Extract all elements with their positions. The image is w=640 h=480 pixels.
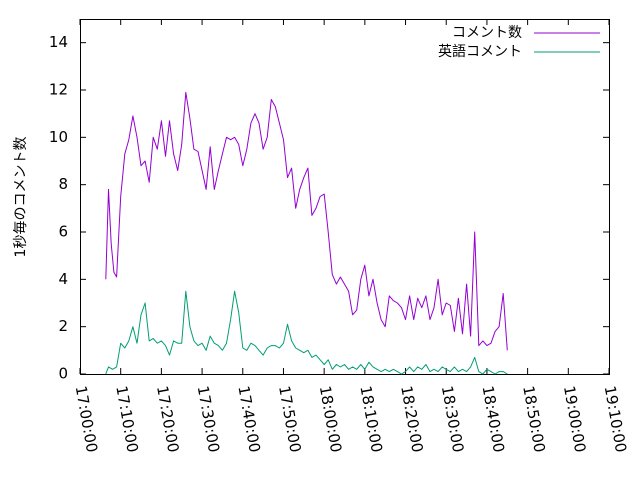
x-tick-label: 18:50:00 [519, 384, 548, 453]
x-tick-label: 17:20:00 [153, 384, 182, 453]
legend-label: 英語コメント [438, 43, 522, 60]
y-axis: 0 2 4 6 8 10 12 14 [49, 33, 609, 383]
x-tick-label: 19:00:00 [560, 384, 589, 453]
y-tick-label: 6 [58, 223, 68, 241]
x-tick-label: 18:30:00 [438, 384, 467, 453]
x-tick-label: 17:10:00 [112, 384, 141, 453]
x-tick-label: 19:10:00 [601, 384, 630, 453]
x-tick-label: 18:20:00 [397, 384, 426, 453]
y-tick-label: 4 [58, 270, 68, 288]
x-axis: 17:00:00 17:10:00 17:20:00 17:30:00 17:40:00… [72, 19, 630, 454]
y-tick-label: 14 [49, 33, 68, 51]
y-axis-title: 1秒毎のコメント数 [13, 137, 29, 258]
x-tick-label: 17:00:00 [72, 384, 101, 453]
plot-frame [80, 19, 610, 375]
y-tick-label: 12 [49, 81, 68, 99]
x-tick-label: 18:40:00 [479, 384, 508, 453]
x-tick-label: 17:40:00 [234, 384, 263, 453]
y-tick-label: 2 [58, 317, 68, 335]
series-lines [105, 91, 508, 375]
legend-label: コメント数 [452, 25, 522, 41]
series-line-2 [105, 290, 508, 375]
x-tick-label: 17:30:00 [194, 384, 223, 453]
x-tick-label: 18:10:00 [356, 384, 385, 453]
y-tick-label: 8 [58, 175, 68, 193]
y-tick-label: 0 [58, 365, 68, 383]
series-line-1 [105, 91, 508, 351]
x-tick-label: 17:50:00 [275, 384, 304, 453]
y-tick-label: 10 [49, 128, 68, 146]
x-tick-label: 18:00:00 [316, 384, 345, 453]
